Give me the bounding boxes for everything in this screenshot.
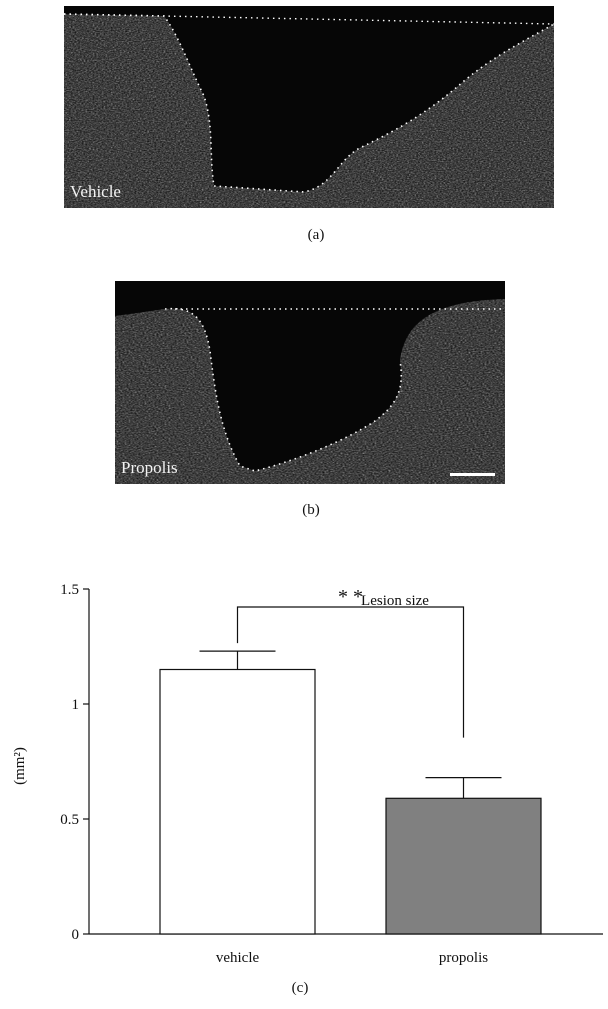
panel-label: Vehicle [70,182,121,201]
y-tick-label: 0.5 [60,812,79,828]
micrograph-propolis: Propolis [115,281,505,484]
lesion-outline [64,13,554,193]
micrograph-vehicle: Vehicle [64,6,554,208]
micrograph-vehicle-texture [64,6,554,208]
y-tick-label: 0 [72,927,80,943]
lesion-size-chart: Lesion size (mm²) 0 0.5 1 1.5 vehicle propoli… [12,582,603,966]
scale-bar [450,473,495,476]
bar-propolis [385,797,542,935]
figure-caption-c: (c) [291,980,309,996]
y-tick-label: 1 [72,697,80,713]
significance-label: * * [338,586,363,608]
figure-caption-a: (a) [307,227,325,243]
figure-caption-b: (b) [302,502,320,518]
micrograph-propolis-texture [115,281,505,484]
y-axis-label: (mm²) [12,747,28,785]
x-tick-label: vehicle [216,950,260,966]
bar-vehicle [159,668,316,935]
panel-label: Propolis [121,458,178,477]
y-tick-label: 1.5 [60,582,79,598]
lesion-outline [164,307,402,472]
x-tick-label: propolis [439,950,488,966]
significance-bracket [236,606,465,738]
chart-title: Lesion size [361,593,429,609]
